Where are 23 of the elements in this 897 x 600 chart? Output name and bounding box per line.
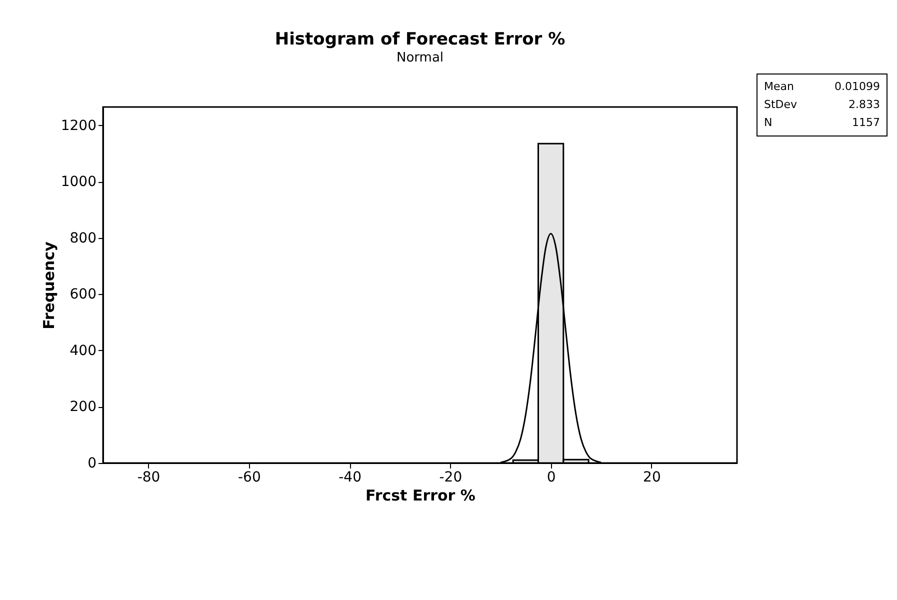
y-tick-label: 1000 [60, 174, 96, 190]
y-tick-label: 600 [70, 286, 96, 303]
x-tick-label: -80 [137, 470, 160, 486]
x-tick-label: -20 [439, 470, 462, 486]
x-tick-label: 0 [546, 470, 556, 486]
x-axis-title: Frcst Error % [366, 486, 476, 504]
x-tick-label: -60 [238, 470, 261, 486]
text: 2.833 [848, 98, 880, 111]
text: 0.01099 [834, 80, 880, 93]
y-tick-label: 800 [70, 230, 96, 246]
text: N [764, 116, 772, 129]
y-axis-title: Frequency [40, 241, 58, 330]
text: StDev [764, 98, 798, 111]
y-tick-label: 400 [70, 342, 96, 359]
chart-subtitle: Normal [396, 50, 444, 66]
x-tick-label: -40 [338, 470, 362, 486]
text: Mean [764, 80, 794, 93]
chart-title: Histogram of Forecast Error % [274, 30, 566, 50]
text: 1157 [852, 116, 880, 129]
y-tick-label: 1200 [60, 118, 96, 134]
y-tick-label: 0 [88, 456, 96, 472]
y-tick-label: 200 [70, 399, 96, 416]
x-tick-label: 20 [643, 470, 661, 486]
